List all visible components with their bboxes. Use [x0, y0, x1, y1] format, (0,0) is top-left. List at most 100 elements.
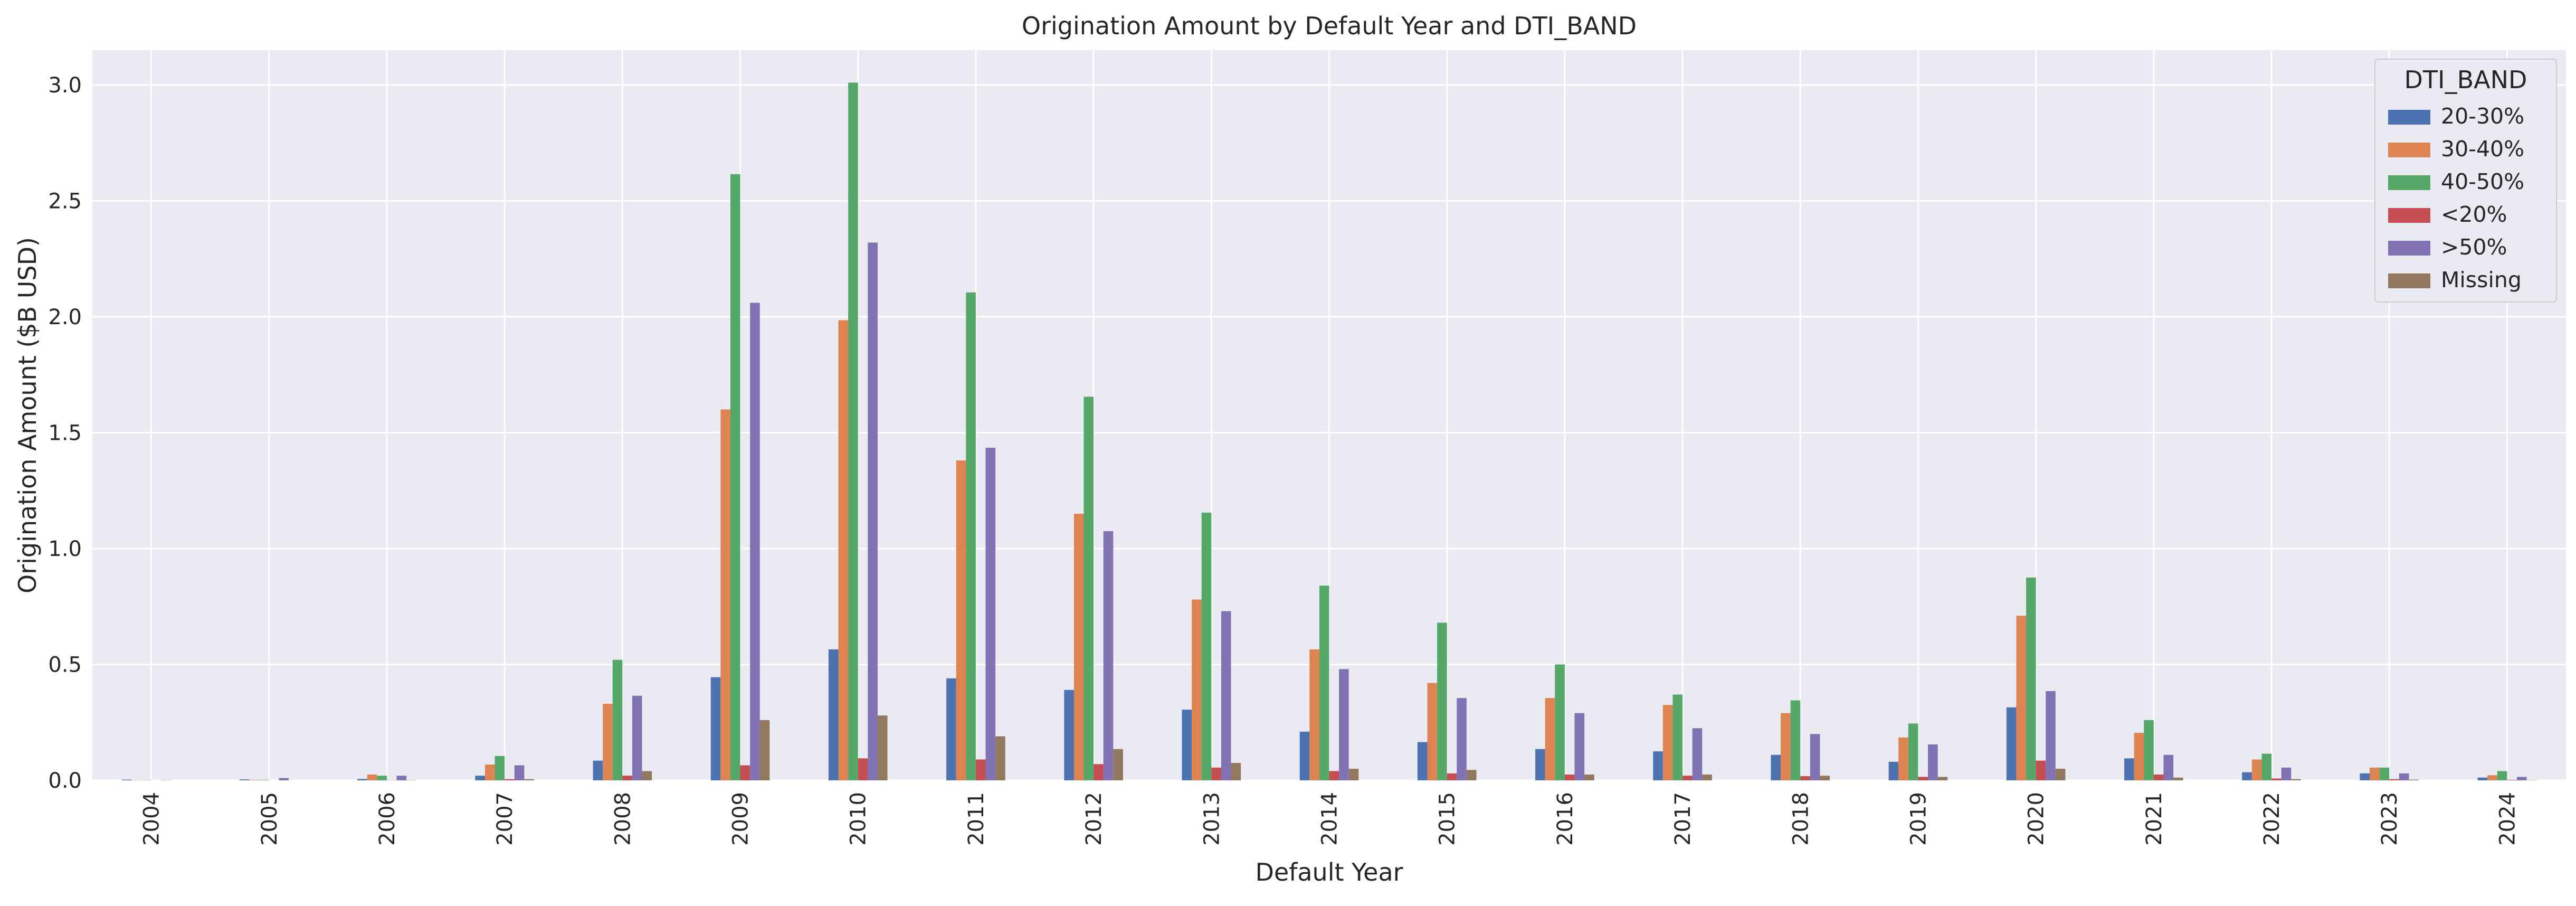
bar [1555, 664, 1565, 780]
x-tick-label: 2016 [1553, 792, 1577, 846]
bar [1771, 755, 1781, 780]
legend-title: DTI_BAND [2404, 65, 2527, 94]
bar [2261, 754, 2271, 780]
bar [1457, 698, 1467, 780]
bar [1192, 600, 1202, 780]
x-tick-label: 2014 [1318, 792, 1342, 846]
bar [1319, 586, 1329, 780]
bar [868, 242, 878, 780]
x-tick-label: 2024 [2495, 792, 2520, 846]
bar [995, 737, 1005, 780]
x-tick-label: 2020 [2024, 792, 2049, 846]
bar [1447, 773, 1457, 780]
bar [1820, 776, 1830, 780]
bar [1781, 713, 1791, 780]
x-tick-label: 2004 [140, 792, 164, 846]
bar [2282, 768, 2292, 780]
bar [858, 758, 868, 780]
bar [2478, 778, 2488, 780]
bar [475, 776, 485, 780]
legend-label: 30-40% [2441, 136, 2524, 162]
bar [839, 320, 849, 780]
bar [495, 756, 505, 780]
bar [1309, 649, 1319, 780]
x-axis-title: Default Year [1255, 858, 1403, 886]
bar [2134, 733, 2144, 780]
legend-swatch [2388, 175, 2430, 190]
bar [946, 678, 956, 780]
bar [1202, 513, 1212, 780]
bar [622, 776, 632, 780]
bar [711, 677, 721, 780]
bar [2360, 773, 2370, 780]
bar [2173, 778, 2183, 780]
y-tick-label: 2.5 [48, 189, 82, 213]
bar [2497, 771, 2507, 780]
bar [2242, 772, 2252, 780]
y-tick-label: 0.5 [48, 653, 82, 677]
bar [1938, 777, 1948, 780]
bar [2007, 707, 2017, 780]
bar [1918, 777, 1928, 780]
bar [485, 765, 495, 780]
bar [1084, 397, 1094, 780]
bar [1418, 742, 1428, 780]
bar [986, 448, 996, 780]
bar [367, 775, 377, 780]
legend-swatch [2388, 143, 2430, 157]
bar [1702, 775, 1712, 780]
bar [1565, 775, 1575, 780]
bar [505, 779, 515, 780]
bar [1182, 710, 1192, 780]
bar [1693, 728, 1703, 780]
bar [2124, 758, 2134, 780]
bar [760, 720, 770, 780]
bar [1928, 744, 1938, 780]
legend-swatch [2388, 208, 2430, 223]
bar [2271, 778, 2282, 780]
bar [632, 696, 642, 780]
chart-title: Origination Amount by Default Year and D… [1022, 12, 1637, 40]
bar [1898, 738, 1908, 780]
x-tick-label: 2023 [2378, 792, 2402, 846]
bar [613, 660, 623, 780]
x-tick-label: 2009 [729, 792, 753, 846]
x-tick-label: 2010 [847, 792, 871, 846]
bar [1467, 770, 1477, 780]
legend-label: 40-50% [2441, 169, 2524, 194]
legend-label: Missing [2441, 267, 2522, 292]
bar [1683, 776, 1693, 780]
bar [2056, 769, 2066, 780]
bar [279, 778, 289, 780]
bar [524, 779, 534, 780]
x-tick-label: 2012 [1082, 792, 1106, 846]
x-tick-label: 2013 [1200, 792, 1224, 846]
bar [2026, 578, 2036, 780]
x-tick-label: 2007 [493, 792, 517, 846]
legend-label: 20-30% [2441, 103, 2524, 129]
x-tick-label: 2021 [2142, 792, 2166, 846]
x-tick-label: 2017 [1671, 792, 1695, 846]
x-tick-label: 2008 [611, 792, 635, 846]
bar [2399, 773, 2409, 780]
bar [1074, 514, 1084, 780]
bar [1349, 769, 1359, 780]
bar [2389, 779, 2399, 780]
bar [2517, 777, 2527, 780]
bar [1427, 683, 1437, 780]
bar [730, 174, 740, 780]
bar [1800, 776, 1810, 780]
bar [515, 765, 525, 780]
bar [1339, 669, 1349, 780]
x-tick-label: 2019 [1906, 792, 1931, 846]
bar [2154, 775, 2164, 780]
bar [1908, 723, 1918, 780]
bar [966, 292, 976, 780]
bar [397, 776, 407, 780]
x-tick-label: 2005 [258, 792, 282, 846]
bar [750, 303, 760, 780]
y-tick-label: 3.0 [48, 73, 82, 98]
bar [1653, 751, 1663, 780]
